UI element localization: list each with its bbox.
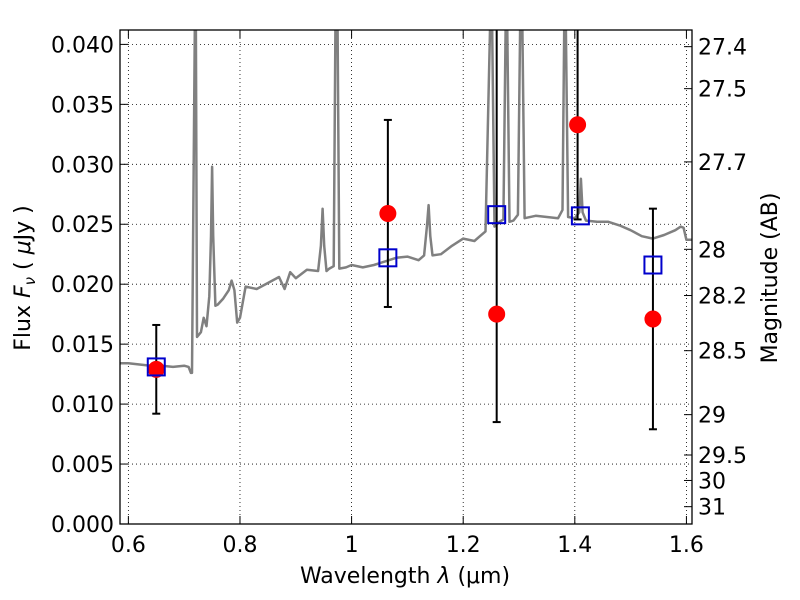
y-tick-label: 0.005 [51, 453, 114, 478]
y-axis-title: Flux Fν ( μJy ) [11, 205, 39, 350]
spectrum-layer [120, 30, 692, 375]
y2-tick-label: 31 [698, 496, 726, 521]
y-axis-ticks: 0.000 0.005 0.010 0.015 0.020 0.025 0.030 0.035… [51, 33, 128, 538]
plot-frame [119, 29, 693, 525]
model-point [146, 357, 166, 377]
y-tick-label: 0.025 [51, 213, 114, 238]
grid-lines [120, 30, 692, 525]
model-point [570, 206, 590, 226]
observed-point [644, 310, 662, 328]
model-point [487, 205, 507, 225]
observed-point [569, 116, 587, 134]
y2-tick-label: 27.4 [698, 36, 747, 61]
x-tick-label: 1.2 [446, 533, 481, 558]
x-axis-ticks: 0.6 0.8 1 1.2 1.4 1.6 [111, 30, 704, 558]
x-tick-label: 1.6 [669, 533, 704, 558]
y2-tick-label: 30 [698, 469, 726, 494]
errorbar-layer [152, 30, 657, 431]
y2-tick-label: 27.7 [698, 151, 747, 176]
y-tick-label: 0.035 [51, 93, 114, 118]
y-tick-label: 0.040 [51, 33, 114, 58]
model-points-layer [146, 205, 663, 377]
y2-tick-label: 27.5 [698, 78, 747, 103]
observed-point [379, 204, 397, 222]
x-tick-label: 0.6 [111, 533, 146, 558]
y-tick-label: 0.010 [51, 393, 114, 418]
y2-tick-label: 29.5 [698, 444, 747, 469]
x-tick-label: 1 [345, 533, 359, 558]
y-tick-label: 0.015 [51, 333, 114, 358]
y2-axis-title: Magnitude (AB) [758, 193, 783, 364]
model-point [643, 255, 663, 275]
spectrum-line [120, 30, 692, 375]
y-tick-label: 0.000 [51, 513, 114, 538]
y2-tick-label: 29 [698, 404, 726, 429]
y-tick-label: 0.020 [51, 273, 114, 298]
observed-point [488, 305, 506, 323]
y-tick-label: 0.030 [51, 153, 114, 178]
observed-points-layer [147, 116, 662, 378]
x-tick-label: 1.4 [557, 533, 592, 558]
y2-tick-label: 28 [698, 238, 726, 263]
model-point [378, 248, 398, 268]
y2-tick-label: 28.5 [698, 340, 747, 365]
y2-tick-label: 28.2 [698, 285, 747, 310]
x-axis-title: Wavelength λ (μm) [300, 564, 510, 589]
x-tick-label: 0.8 [222, 533, 257, 558]
